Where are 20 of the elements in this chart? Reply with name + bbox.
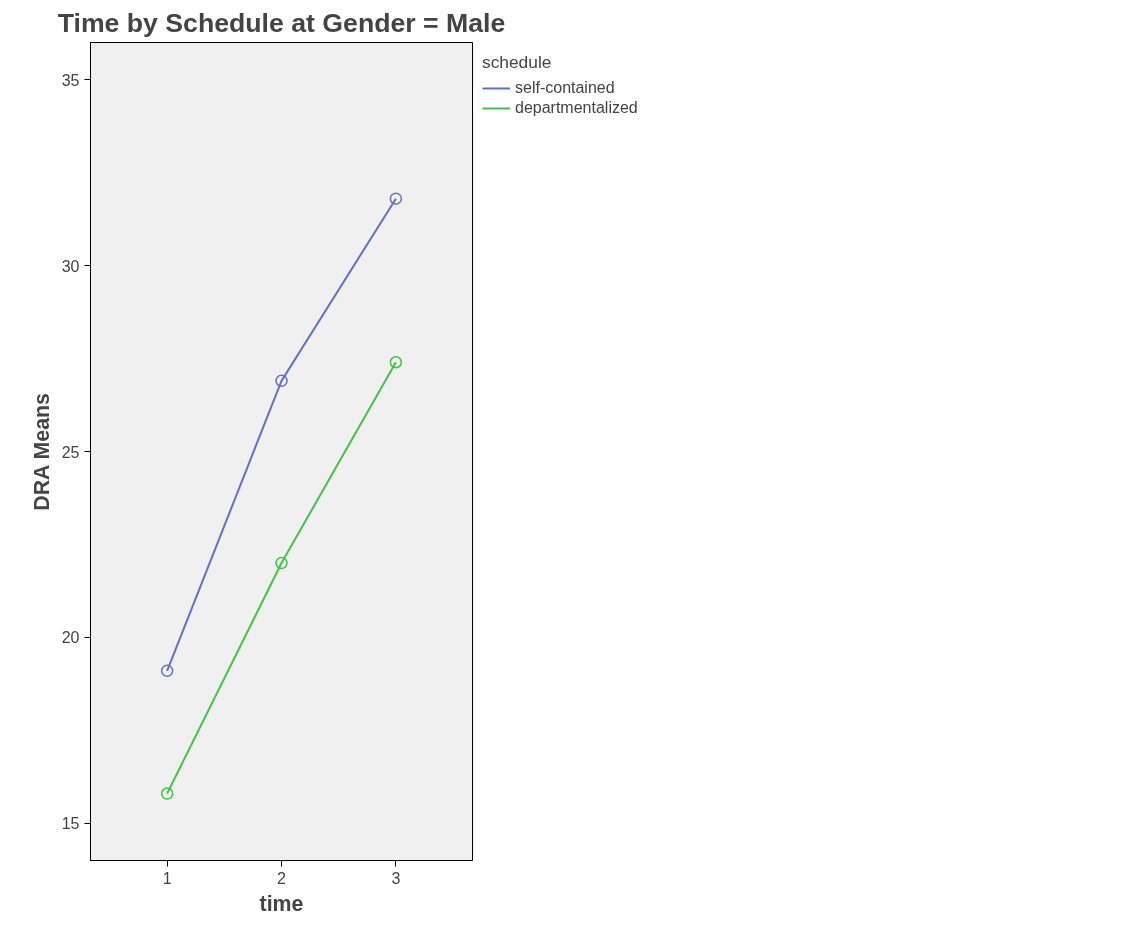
- legend-label: departmentalized: [515, 99, 638, 117]
- x-axis-title: time: [259, 891, 304, 916]
- point: [160, 664, 174, 678]
- point: [275, 556, 288, 570]
- point: [160, 787, 174, 800]
- point: [389, 356, 403, 369]
- y-tick-label: 30: [61, 257, 80, 275]
- point: [275, 374, 288, 388]
- y-tick-label: 20: [61, 629, 80, 647]
- x-tick-label: 2: [277, 869, 287, 887]
- y-tick-label: 25: [61, 443, 80, 461]
- chart-title: Time by Schedule at Gender = Male: [57, 7, 506, 38]
- y-tick-label: 35: [61, 71, 80, 89]
- y-tick-label: 15: [61, 815, 80, 833]
- x-tick-label: 3: [391, 869, 401, 887]
- legend-label: self-contained: [515, 79, 615, 97]
- y-axis-title: DRA Means: [29, 393, 54, 511]
- legend-title: schedule: [482, 52, 553, 73]
- point: [389, 192, 403, 205]
- x-tick-label: 1: [162, 869, 172, 887]
